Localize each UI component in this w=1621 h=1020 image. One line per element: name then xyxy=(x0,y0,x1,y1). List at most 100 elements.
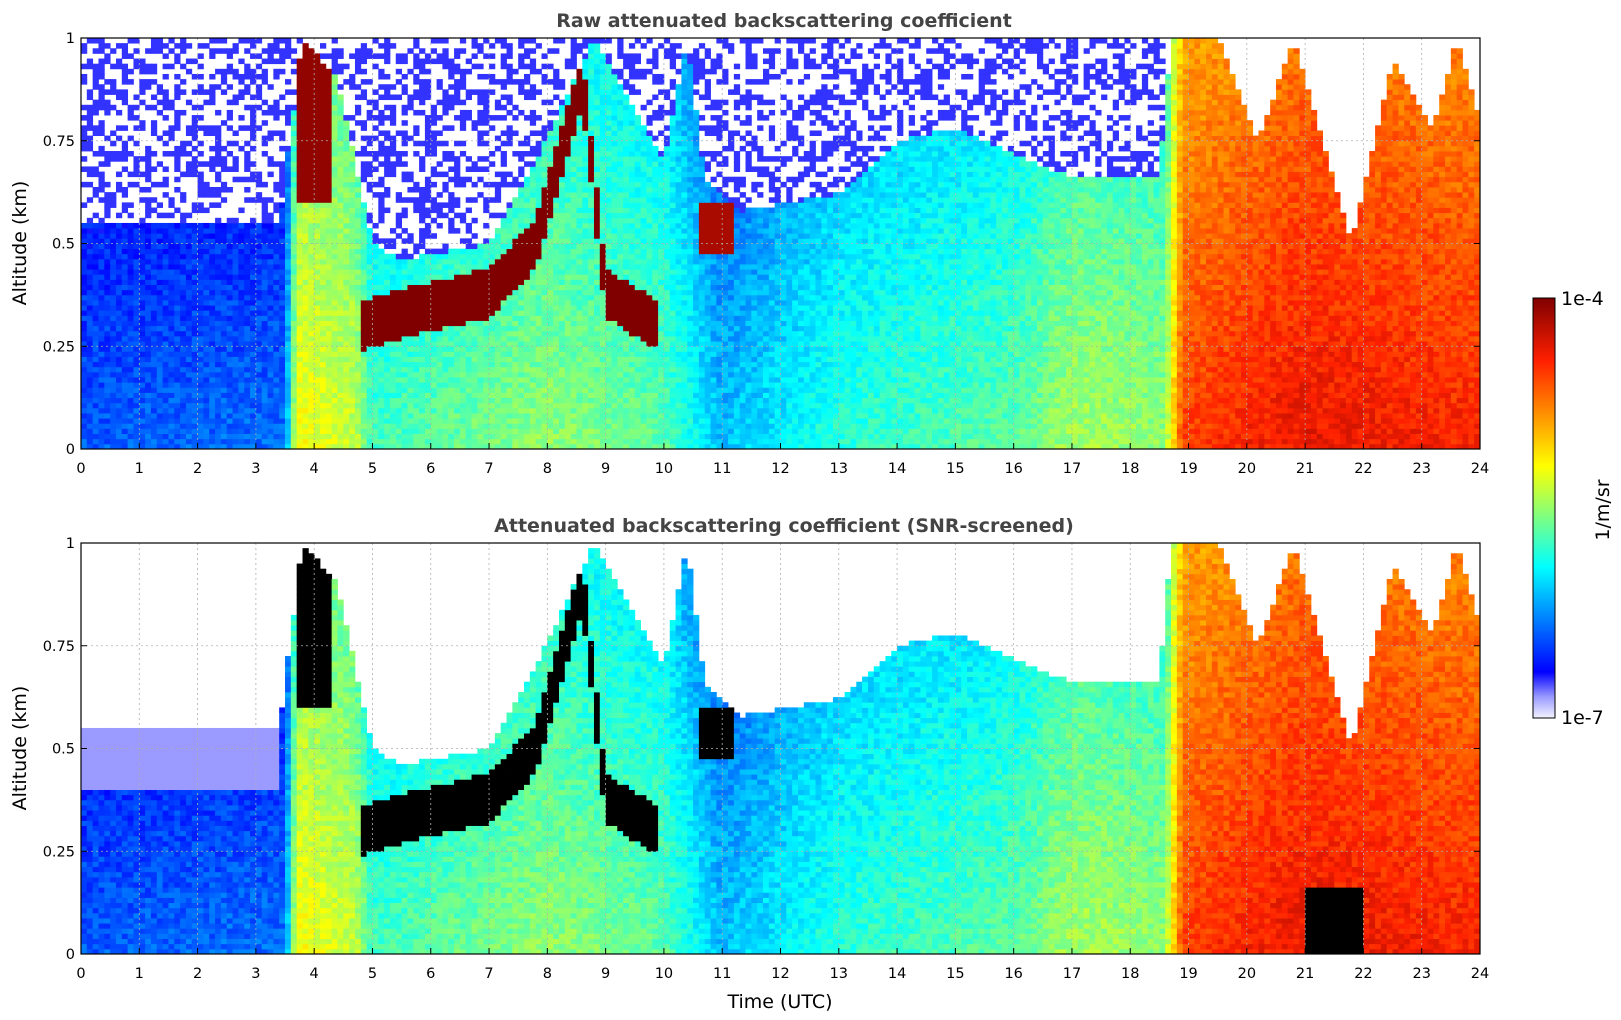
heatmap-cell xyxy=(290,68,298,75)
heatmap-cell xyxy=(489,63,496,70)
heatmap-cell xyxy=(547,392,554,399)
heatmap-cell xyxy=(279,407,286,414)
heatmap-cell xyxy=(454,156,461,162)
heatmap-cell xyxy=(378,407,385,414)
heatmap-cell xyxy=(494,248,502,255)
heatmap-cell xyxy=(238,371,245,378)
heatmap-cell xyxy=(267,418,274,424)
heatmap-cell xyxy=(430,284,437,291)
heatmap-cell xyxy=(209,325,216,332)
heatmap-cell xyxy=(133,305,140,311)
heatmap-cell xyxy=(320,289,327,296)
heatmap-cell xyxy=(360,217,368,224)
heatmap-cell xyxy=(366,387,373,393)
heatmap-cell xyxy=(366,315,373,321)
heatmap-cell xyxy=(296,109,303,116)
heatmap-cell xyxy=(285,192,292,198)
heatmap-cell xyxy=(273,228,280,234)
heatmap-cell xyxy=(92,171,99,178)
heatmap-cell xyxy=(320,407,327,414)
heatmap-cell xyxy=(506,181,513,188)
heatmap-cell xyxy=(156,341,164,347)
heatmap-cell xyxy=(494,407,502,414)
heatmap-cell xyxy=(314,397,321,404)
heatmap-cell xyxy=(459,68,467,75)
heatmap-cell xyxy=(104,53,111,59)
heatmap-cell xyxy=(483,258,490,265)
heatmap-cell xyxy=(285,341,292,347)
heatmap-cell xyxy=(302,192,309,198)
heatmap-cell xyxy=(203,305,210,311)
heatmap-cell xyxy=(547,300,554,306)
heatmap-cell xyxy=(104,222,111,229)
heatmap-cell xyxy=(337,130,344,137)
heatmap-cell xyxy=(477,418,484,424)
heatmap-cell xyxy=(139,269,146,275)
heatmap-cell xyxy=(535,238,542,244)
heatmap-cell xyxy=(162,43,169,49)
heatmap-cell xyxy=(419,186,426,193)
heatmap-cell xyxy=(448,433,455,440)
heatmap-cell xyxy=(413,207,420,214)
heatmap-cell xyxy=(273,104,280,111)
heatmap-cell xyxy=(442,428,449,434)
heatmap-cell xyxy=(308,397,315,404)
heatmap-cell xyxy=(512,274,519,280)
heatmap-cell xyxy=(541,253,548,260)
heatmap-cell xyxy=(267,104,274,111)
heatmap-cell xyxy=(139,120,146,126)
heatmap-cell xyxy=(325,325,333,332)
heatmap-cell xyxy=(337,228,344,234)
heatmap-cell xyxy=(191,402,198,409)
heatmap-cell xyxy=(145,402,152,409)
heatmap-cell xyxy=(314,305,321,311)
heatmap-cell xyxy=(296,258,303,265)
heatmap-cell xyxy=(290,48,298,54)
heatmap-cell xyxy=(110,418,117,424)
heatmap-cell xyxy=(308,284,315,291)
heatmap-cell xyxy=(203,192,210,198)
heatmap-cell xyxy=(413,407,420,414)
heatmap-cell xyxy=(424,325,432,332)
heatmap-cell xyxy=(191,407,198,414)
heatmap-cell xyxy=(104,269,111,275)
heatmap-cell xyxy=(343,248,350,255)
heatmap-cell xyxy=(389,135,397,142)
heatmap-cell xyxy=(524,248,531,255)
heatmap-cell xyxy=(448,151,455,157)
heatmap-cell xyxy=(331,264,338,270)
heatmap-cell xyxy=(174,341,181,347)
heatmap-cell xyxy=(454,68,461,75)
heatmap-cell xyxy=(150,325,158,332)
heatmap-cell xyxy=(413,428,420,434)
heatmap-cell xyxy=(372,238,379,244)
heatmap-cell xyxy=(378,315,385,321)
heatmap-cell xyxy=(273,99,280,106)
heatmap-cell xyxy=(320,325,327,332)
heatmap-cell xyxy=(541,269,548,275)
heatmap-cell xyxy=(110,258,117,265)
heatmap-cell xyxy=(494,423,502,429)
heatmap-cell xyxy=(489,300,496,306)
heatmap-cell xyxy=(285,217,292,224)
heatmap-cell xyxy=(349,300,356,306)
heatmap-cell xyxy=(494,115,502,121)
heatmap-cell xyxy=(139,407,146,414)
heatmap-cell xyxy=(320,151,327,157)
heatmap-cell xyxy=(185,305,193,311)
heatmap-cell xyxy=(448,320,455,327)
heatmap-cell xyxy=(483,269,490,275)
heatmap-cell xyxy=(512,387,519,393)
heatmap-cell xyxy=(384,433,391,440)
heatmap-cell xyxy=(273,294,280,301)
heatmap-cell xyxy=(524,387,531,393)
heatmap-cell xyxy=(320,341,327,347)
heatmap-cell xyxy=(547,402,554,409)
heatmap-cell xyxy=(168,325,175,332)
heatmap-cell xyxy=(506,402,513,409)
heatmap-cell xyxy=(81,140,88,147)
heatmap-cell xyxy=(139,197,146,203)
heatmap-cell xyxy=(529,253,537,260)
heatmap-cell xyxy=(121,335,129,342)
heatmap-cell xyxy=(320,423,327,429)
